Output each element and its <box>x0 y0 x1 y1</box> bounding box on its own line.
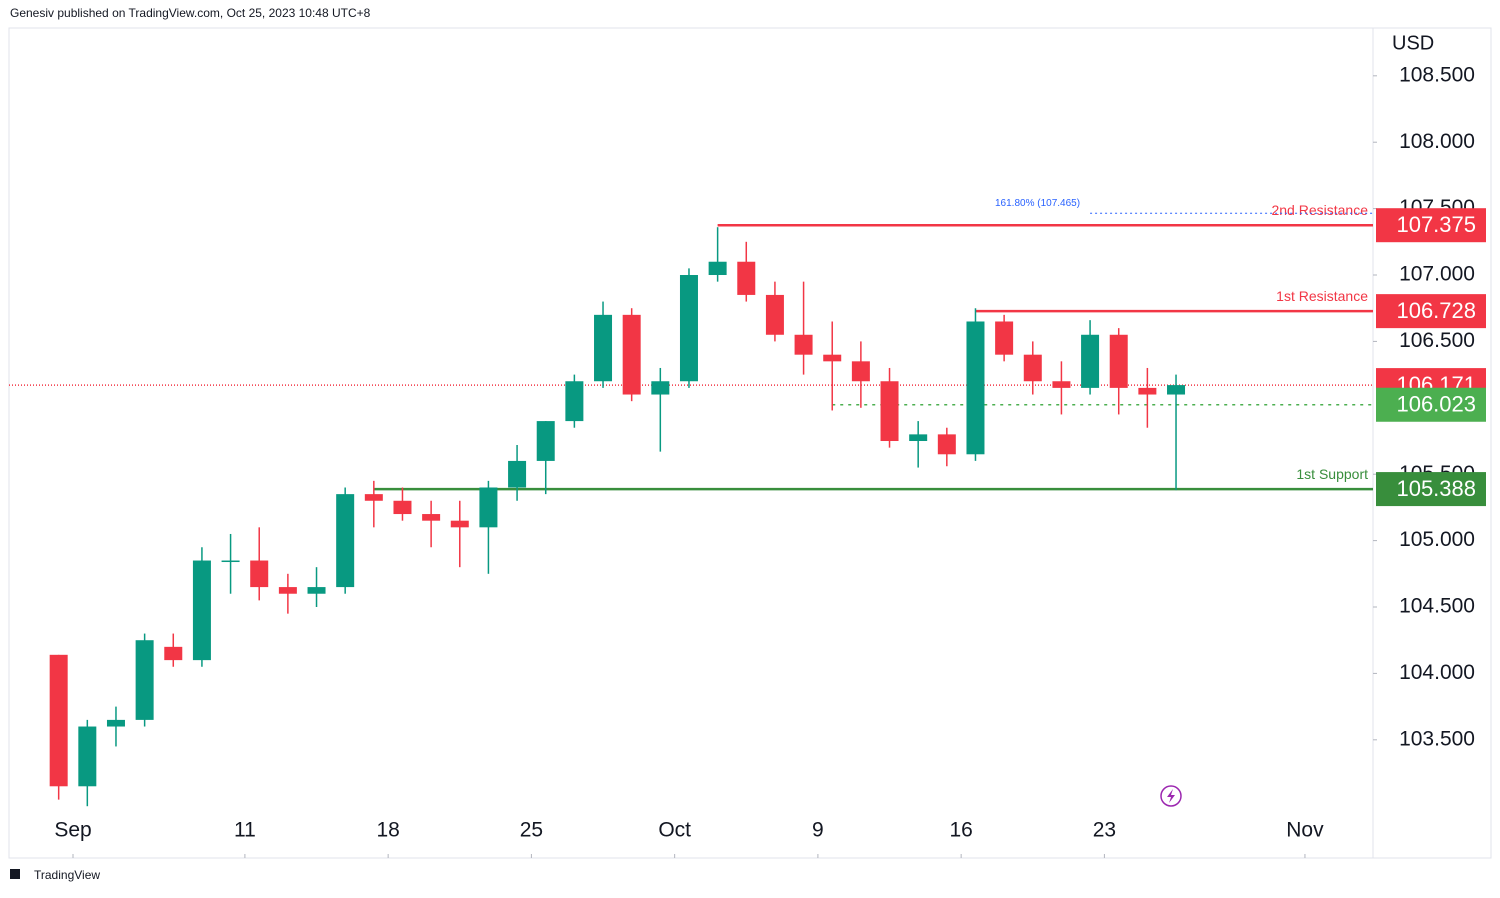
y-tick-label: 108.000 <box>1399 130 1475 153</box>
candle-body <box>565 381 584 422</box>
y-tick-label: 103.500 <box>1399 727 1475 750</box>
candle-body <box>1138 387 1157 395</box>
candle-body <box>937 434 956 455</box>
price-tag-label: 105.388 <box>1396 476 1476 501</box>
x-tick-label: 23 <box>1093 819 1116 842</box>
x-tick-label: Oct <box>658 819 691 842</box>
candle-body <box>851 361 870 382</box>
candle-body <box>393 500 412 515</box>
y-tick-label: 104.500 <box>1399 595 1475 618</box>
lightning-icon <box>1160 785 1182 807</box>
price-tag <box>1376 294 1486 329</box>
candle-body <box>909 434 928 442</box>
fib-label: 161.80% (107.465) <box>995 198 1080 209</box>
candle-body <box>78 726 97 787</box>
x-tick-label: 11 <box>234 819 256 842</box>
price-tag <box>1376 387 1486 422</box>
x-tick-label: 25 <box>520 819 543 842</box>
candle-body <box>794 334 813 355</box>
level-name: 2nd Resistance <box>1271 202 1368 218</box>
candle-body <box>651 381 670 395</box>
currency: USD <box>1392 32 1434 54</box>
candle-body <box>422 514 441 521</box>
candle-body <box>880 381 899 442</box>
candle-body <box>737 261 756 295</box>
price-tag <box>1376 208 1486 243</box>
price-tag <box>1376 472 1486 507</box>
y-tick-label: 105.000 <box>1399 528 1475 551</box>
x-tick-label: 18 <box>376 819 399 842</box>
candle-body <box>307 587 326 594</box>
price-tag-label: 106.023 <box>1396 392 1476 417</box>
candle-body <box>966 321 985 455</box>
header: Genesiv published on TradingView.com, Oc… <box>10 6 371 20</box>
y-tick-label: 107.000 <box>1399 263 1475 286</box>
candle-body <box>594 314 613 382</box>
candle-body <box>1167 385 1186 395</box>
candle-body <box>221 560 240 563</box>
candle-body <box>679 275 698 382</box>
chart-frame <box>8 27 1492 859</box>
candle-body <box>765 294 784 335</box>
candle-body <box>192 560 211 661</box>
candle-body <box>708 261 727 276</box>
x-tick-label: Sep <box>54 819 91 842</box>
candle-body <box>536 421 555 461</box>
y-tick-label: 104.000 <box>1399 661 1475 684</box>
x-tick-label: 16 <box>949 819 972 842</box>
candle-body <box>1052 381 1071 388</box>
footer: TradingView <box>34 868 100 882</box>
candle-body <box>49 654 68 787</box>
tradingview-logo: TradingView <box>10 868 100 882</box>
candle-body <box>250 560 269 588</box>
candle-body <box>135 640 154 720</box>
price-tag-label: 107.375 <box>1396 212 1476 237</box>
level-name: 1st Support <box>1296 466 1368 482</box>
x-tick-label: 9 <box>812 819 824 842</box>
candle-body <box>995 321 1014 355</box>
x-tick-label: Nov <box>1286 819 1324 842</box>
candle-body <box>106 719 125 727</box>
candle-body <box>278 587 297 594</box>
y-tick-label: 106.500 <box>1399 329 1475 352</box>
candle-body <box>364 494 383 501</box>
candle-body <box>1023 354 1042 382</box>
candle-body <box>1081 334 1100 388</box>
candle-body <box>164 646 183 661</box>
candle-body <box>622 314 641 395</box>
candle-body <box>508 460 527 488</box>
candle-body <box>1109 334 1128 388</box>
price-tag-label: 106.728 <box>1396 298 1476 323</box>
level-name: 1st Resistance <box>1276 288 1368 304</box>
candle-body <box>479 487 498 528</box>
candle-body <box>823 354 842 362</box>
y-tick-label: 108.500 <box>1399 63 1475 86</box>
candle-body <box>336 494 355 588</box>
candle-body <box>450 520 469 528</box>
